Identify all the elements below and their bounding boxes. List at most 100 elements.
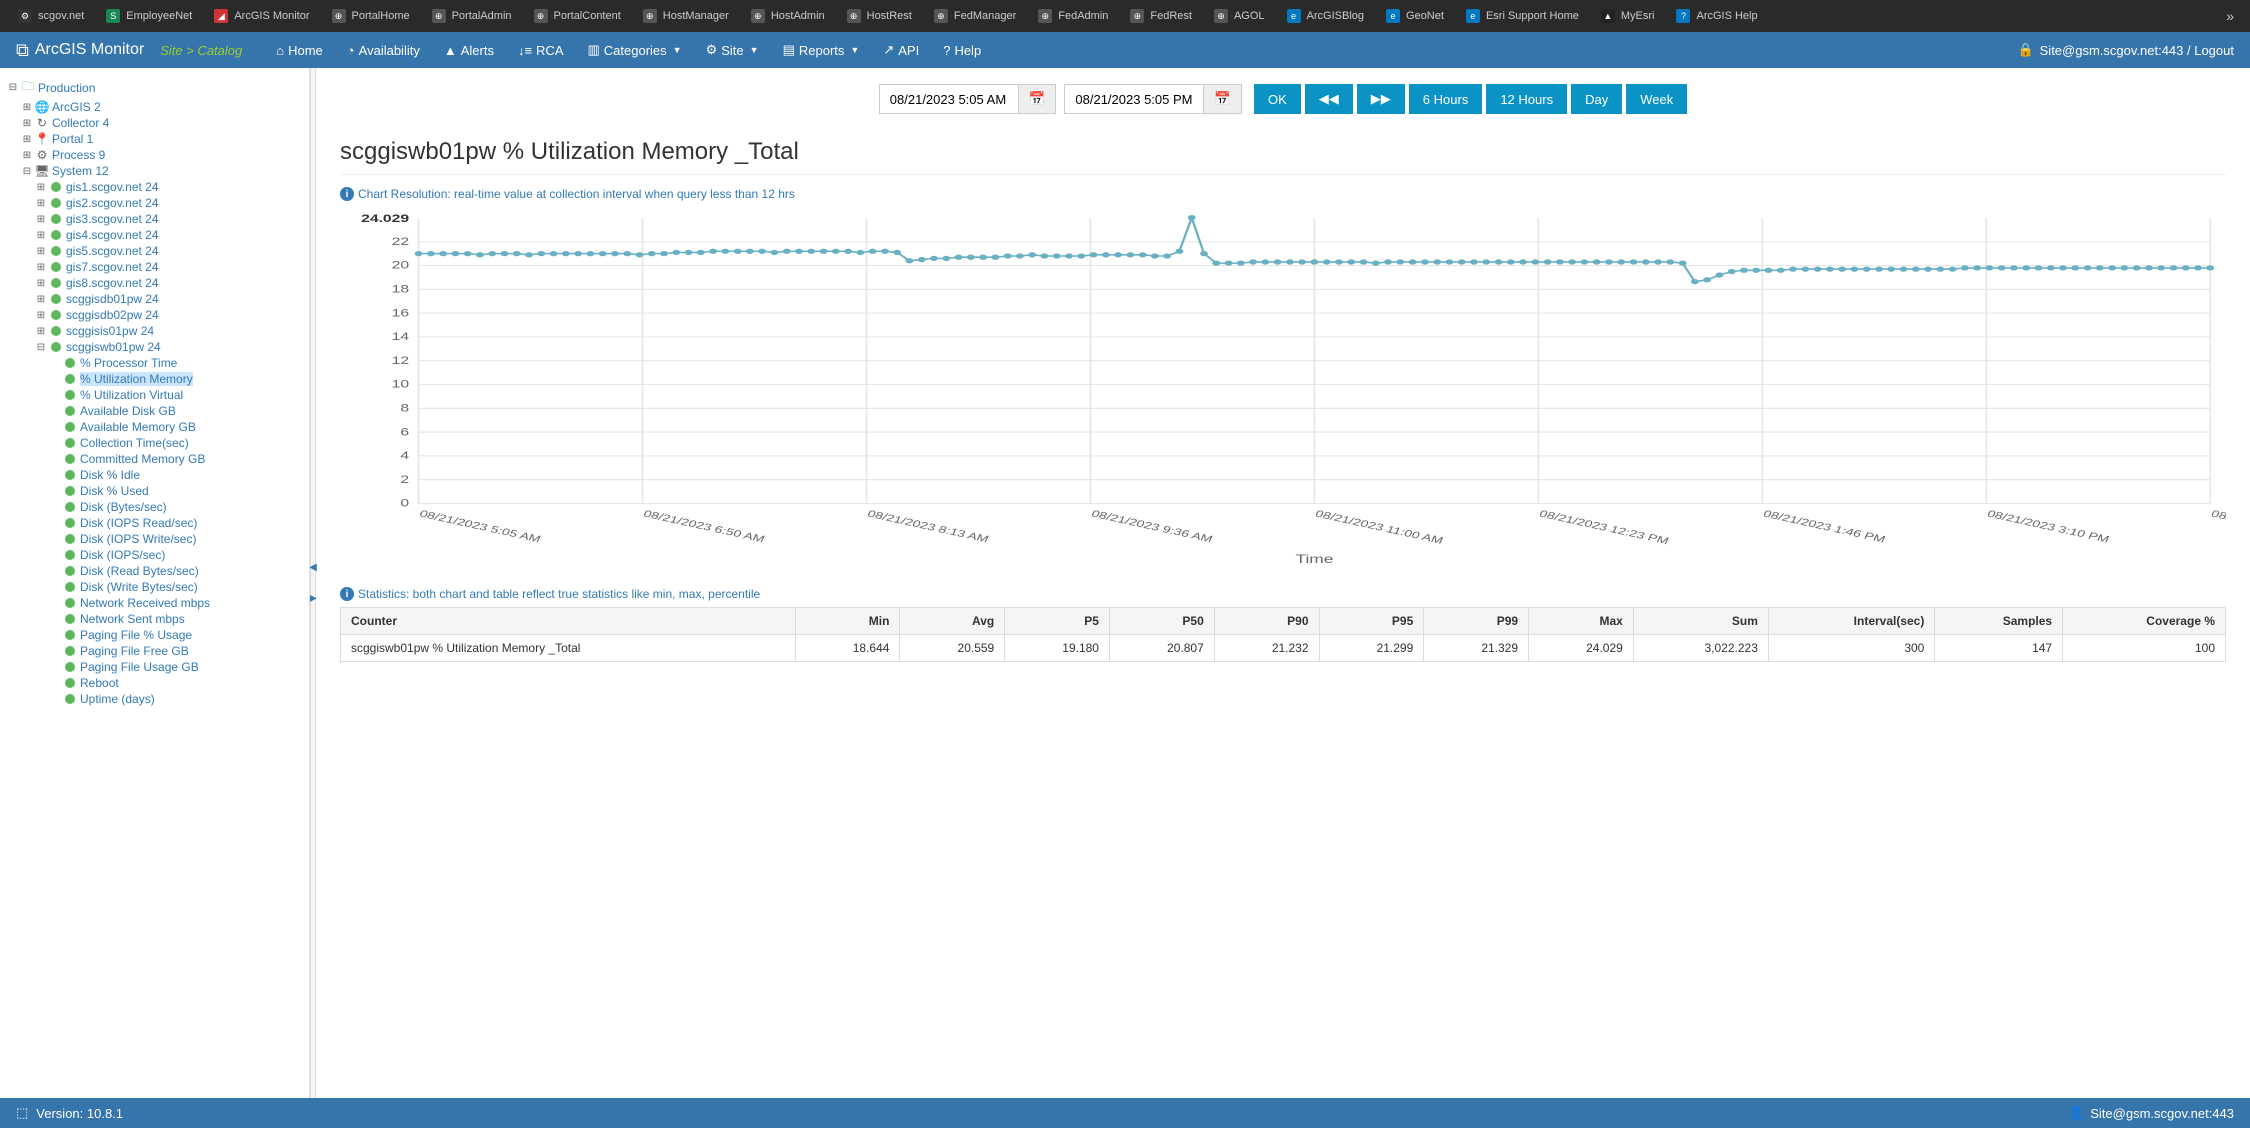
tree-node[interactable]: % Utilization Virtual [0,387,309,403]
nav-item-site[interactable]: ⚙Site▼ [696,34,769,66]
date-to-input[interactable] [1064,84,1204,114]
col-header[interactable]: Counter [341,608,796,635]
tree-toggle-icon[interactable]: ⊟ [34,342,48,353]
nav-item-reports[interactable]: ▤Reports▼ [773,34,870,66]
tree-label[interactable]: gis5.scgov.net 24 [66,244,159,258]
browser-tab[interactable]: ⊕PortalAdmin [422,5,522,27]
tree-label[interactable]: Disk % Idle [80,468,140,482]
tree-node[interactable]: ⊞ scggisis01pw 24 [0,323,309,339]
calendar-from-button[interactable]: 📅 [1019,84,1057,114]
tree-toggle-icon[interactable]: ⊞ [34,262,48,273]
tree-node[interactable]: Network Received mbps [0,595,309,611]
browser-tab[interactable]: ▲MyEsri [1591,5,1665,27]
tree-label[interactable]: Paging File Free GB [80,644,189,658]
tree-label[interactable]: Disk (Read Bytes/sec) [80,564,199,578]
col-header[interactable]: P99 [1424,608,1529,635]
browser-tab[interactable]: ⊕HostManager [633,5,739,27]
col-header[interactable]: P95 [1319,608,1424,635]
tree-label[interactable]: gis2.scgov.net 24 [66,196,159,210]
nav-item-home[interactable]: ⌂Home [266,35,333,66]
tree-node[interactable]: Committed Memory GB [0,451,309,467]
browser-tab[interactable]: eArcGISBlog [1277,5,1374,27]
tree-toggle-icon[interactable]: ⊞ [34,182,48,193]
browser-tab[interactable]: ⊕PortalHome [322,5,420,27]
nav-item-alerts[interactable]: ▲Alerts [434,35,504,66]
calendar-to-button[interactable]: 📅 [1204,84,1242,114]
nav-item-help[interactable]: ?Help [933,35,991,66]
tree-node[interactable]: Paging File Usage GB [0,659,309,675]
tree-label[interactable]: Collector 4 [52,116,109,130]
tree-label[interactable]: Network Sent mbps [80,612,185,626]
tree-toggle-icon[interactable]: ⊞ [34,246,48,257]
browser-tab[interactable]: ⚙scgov.net [8,5,94,27]
tree-node[interactable]: Disk (IOPS/sec) [0,547,309,563]
tree-label[interactable]: gis1.scgov.net 24 [66,180,159,194]
tree-toggle-icon[interactable]: ⊞ [34,214,48,225]
tree-label[interactable]: scggiswb01pw 24 [66,340,161,354]
tree-label[interactable]: Reboot [80,676,119,690]
tree-label[interactable]: scggisdb02pw 24 [66,308,159,322]
tree-label[interactable]: gis7.scgov.net 24 [66,260,159,274]
tree-label[interactable]: Network Received mbps [80,596,210,610]
tree-node[interactable]: ⊟ 🗀 Production [0,76,309,99]
tree-toggle-icon[interactable]: ⊞ [34,294,48,305]
range-button-day[interactable]: Day [1571,84,1622,114]
tree-node[interactable]: ⊞ gis3.scgov.net 24 [0,211,309,227]
tree-toggle-icon[interactable]: ⊞ [20,102,34,113]
tree-node[interactable]: Disk % Used [0,483,309,499]
tree-node[interactable]: ⊞ gis7.scgov.net 24 [0,259,309,275]
tree-node[interactable]: Paging File Free GB [0,643,309,659]
tree-label[interactable]: % Processor Time [80,356,177,370]
app-brand[interactable]: ⧉ ArcGIS Monitor [16,40,144,61]
col-header[interactable]: P90 [1214,608,1319,635]
breadcrumb[interactable]: Site > Catalog [160,43,242,58]
tree-label[interactable]: Committed Memory GB [80,452,205,466]
tree-toggle-icon[interactable]: ⊞ [34,310,48,321]
browser-tab[interactable]: eEsri Support Home [1456,5,1589,27]
col-header[interactable]: Samples [1935,608,2063,635]
tree-node[interactable]: % Processor Time [0,355,309,371]
browser-tab[interactable]: eGeoNet [1376,5,1454,27]
tree-label[interactable]: Paging File Usage GB [80,660,199,674]
tree-node[interactable]: ⊞ gis8.scgov.net 24 [0,275,309,291]
range-button-12hours[interactable]: 12 Hours [1486,84,1567,114]
tree-node[interactable]: ⊞ ⚙ Process 9 [0,147,309,163]
tree-toggle-icon[interactable]: ⊞ [34,198,48,209]
tree-node[interactable]: Disk (Read Bytes/sec) [0,563,309,579]
tree-label[interactable]: Portal 1 [52,132,93,146]
line-chart[interactable]: 024681012141618202224.02908/21/2023 5:05… [340,207,2226,567]
tree-node[interactable]: Reboot [0,675,309,691]
col-header[interactable]: Interval(sec) [1768,608,1934,635]
tree-node[interactable]: Disk % Idle [0,467,309,483]
date-from-input[interactable] [879,84,1019,114]
tree-node[interactable]: Uptime (days) [0,691,309,707]
nav-item-api[interactable]: ↗API [873,34,929,66]
tree-node[interactable]: Disk (Bytes/sec) [0,499,309,515]
col-header[interactable]: Coverage % [2063,608,2226,635]
col-header[interactable]: Min [795,608,900,635]
tree-label[interactable]: % Utilization Memory [80,372,193,386]
tabs-overflow-icon[interactable]: » [2218,8,2242,24]
tree-node[interactable]: ⊞ gis5.scgov.net 24 [0,243,309,259]
tree-label[interactable]: System 12 [52,164,109,178]
tree-toggle-icon[interactable]: ⊞ [20,118,34,129]
tree-node[interactable]: ⊞ ↻ Collector 4 [0,115,309,131]
col-header[interactable]: P5 [1005,608,1110,635]
browser-tab[interactable]: ⊕FedRest [1120,5,1202,27]
browser-tab[interactable]: ⊕FedAdmin [1028,5,1118,27]
tree-label[interactable]: Uptime (days) [80,692,155,706]
browser-tab[interactable]: ⊕AGOL [1204,5,1275,27]
range-button-6hours[interactable]: 6 Hours [1409,84,1483,114]
tree-node[interactable]: % Utilization Memory [0,371,309,387]
nav-item-availability[interactable]: ◔Availability [337,35,430,66]
browser-tab[interactable]: ⊕PortalContent [524,5,631,27]
nav-item-rca[interactable]: ↓≡RCA [508,35,574,66]
browser-tab[interactable]: ⊕HostRest [837,5,922,27]
tree-node[interactable]: ⊞ gis1.scgov.net 24 [0,179,309,195]
browser-tab[interactable]: SEmployeeNet [96,5,202,27]
site-logout-link[interactable]: Site@gsm.scgov.net:443 / Logout [2040,43,2234,58]
nav-right[interactable]: 🔒 Site@gsm.scgov.net:443 / Logout [2017,42,2234,58]
nav-item-categories[interactable]: ▥Categories▼ [578,34,692,66]
tree-label[interactable]: Production [38,81,95,95]
tree-node[interactable]: Network Sent mbps [0,611,309,627]
